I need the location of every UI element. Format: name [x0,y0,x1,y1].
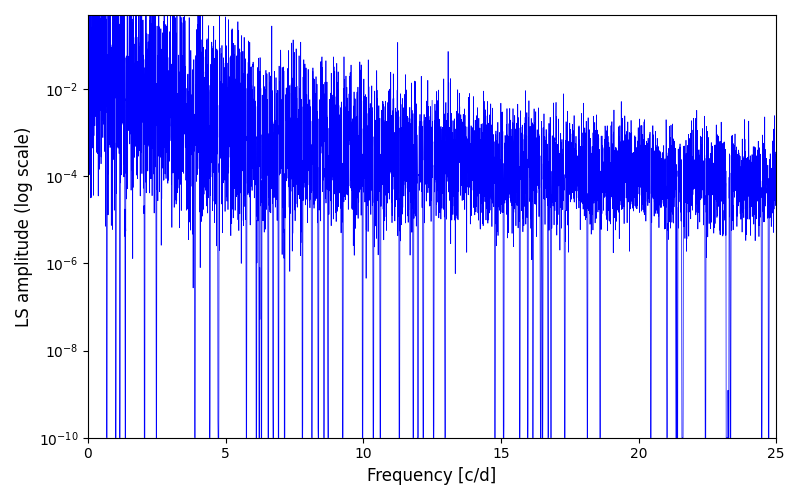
Y-axis label: LS amplitude (log scale): LS amplitude (log scale) [15,126,33,326]
X-axis label: Frequency [c/d]: Frequency [c/d] [367,467,497,485]
